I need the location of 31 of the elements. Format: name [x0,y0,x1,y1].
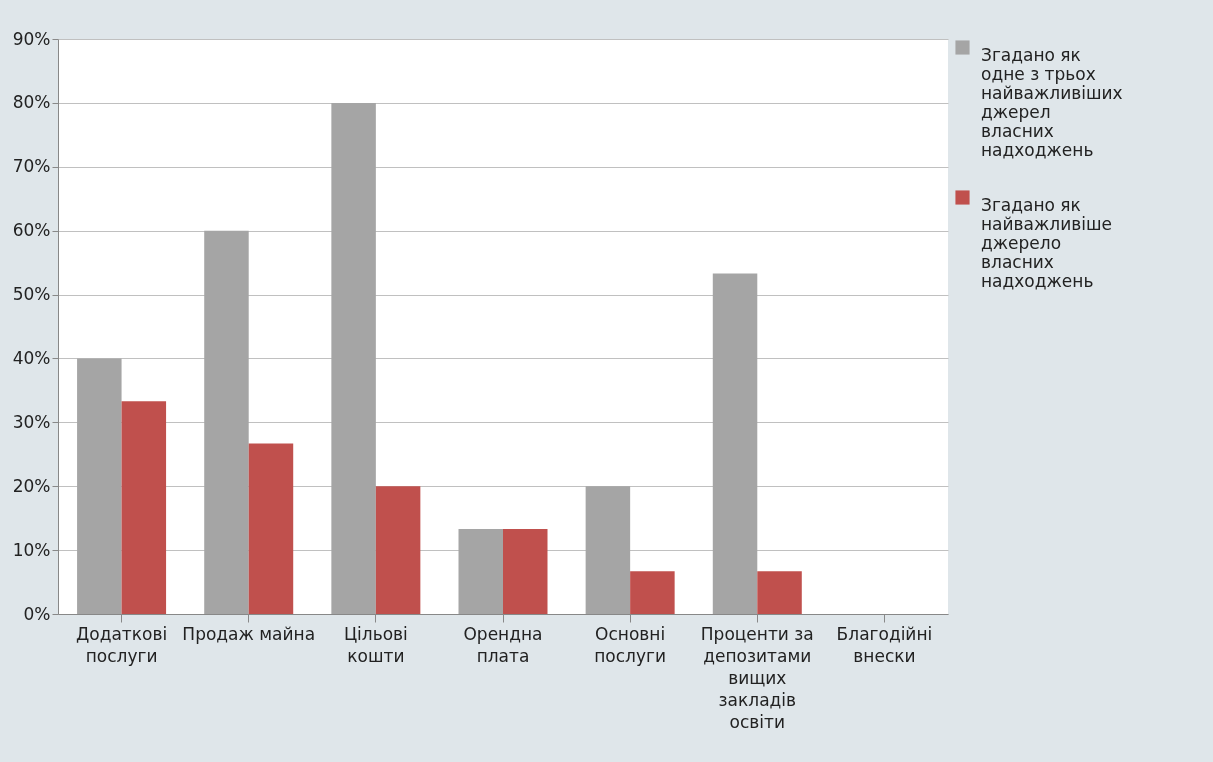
bar [585,486,631,614]
bar [712,273,758,614]
bar [121,401,167,614]
bar [757,571,802,614]
y-tick-label: 60% [12,220,51,241]
bar [248,443,294,614]
y-tick-label: 70% [12,156,51,177]
y-tick-label: 30% [12,411,51,432]
y-tick-label: 10% [12,539,51,560]
y-tick-label: 50% [12,284,51,305]
bar [503,529,548,614]
x-tick-label: Благодійні внески [836,623,933,666]
x-tick-label: Проценти за депозитами вищих закладів освіти [700,623,814,732]
x-tick-label: Цільові кошти [343,623,408,666]
bar [331,102,376,614]
y-tick-label: 90% [12,28,51,49]
x-tick-label: Додаткові послуги [75,623,168,666]
bar [630,571,675,614]
bar [375,486,421,614]
bar [204,230,249,614]
x-tick-label: Орендна плата [463,623,543,666]
bar [77,358,122,614]
x-tick-label: Основні послуги [594,623,667,666]
y-tick-label: 80% [12,92,51,113]
bar [458,529,503,614]
y-tick-label: 0% [23,603,51,624]
y-tick-label: 40% [12,347,51,368]
legend-label: Згадано як найважливіше джерело власних надходжень [981,194,1113,291]
x-tick-label: Продаж майна [182,623,316,644]
y-tick-label: 20% [12,475,51,496]
legend-label: Згадано як одне з трьох найважливіших джерел власних надходжень [981,44,1123,160]
